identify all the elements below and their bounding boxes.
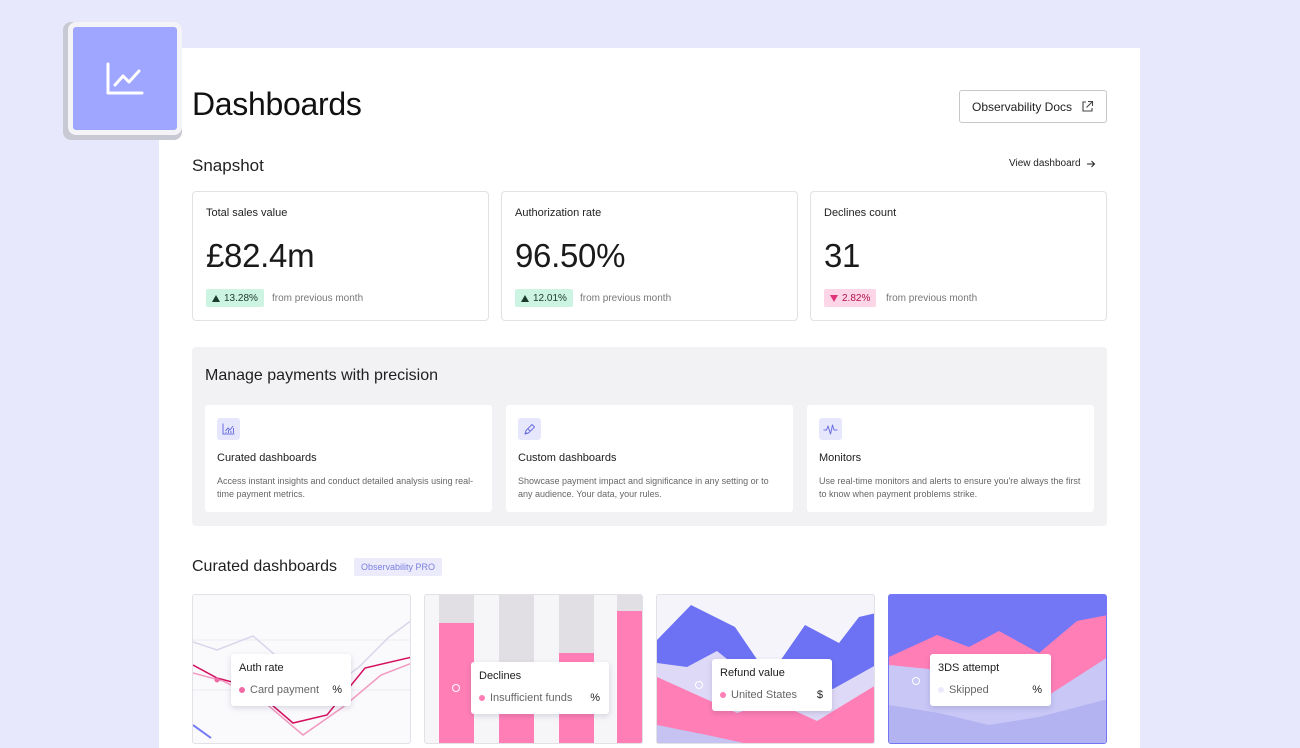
delta-badge: 12.01%	[515, 289, 573, 307]
tile-refund-value[interactable]: Refund value United States $	[656, 594, 875, 744]
feature-card-monitors[interactable]: Monitors Use real-time monitors and aler…	[807, 405, 1094, 512]
tooltip-series: United States	[720, 689, 797, 701]
delta-value: 13.28%	[224, 292, 258, 304]
series-dot	[938, 687, 944, 693]
tooltip-series: Insufficient funds	[479, 692, 572, 704]
tooltip: Auth rate Card payment %	[231, 654, 351, 706]
tile-declines[interactable]: Declines Insufficient funds %	[424, 594, 643, 744]
view-dashboard-label: View dashboard	[1009, 158, 1081, 169]
stat-label: Authorization rate	[515, 207, 602, 219]
pro-badge: Observability PRO	[354, 558, 443, 576]
tooltip-unit: %	[332, 684, 342, 696]
stat-sub: from previous month	[580, 293, 672, 304]
feature-desc: Access instant insights and conduct deta…	[217, 476, 474, 499]
curated-title: Curated dashboards	[192, 558, 337, 575]
feature-card-curated[interactable]: Curated dashboards Access instant insigh…	[205, 405, 492, 512]
tooltip-series-label: Skipped	[949, 684, 989, 696]
app-logo	[63, 22, 182, 140]
triangle-up-icon	[212, 294, 220, 302]
line-chart-icon	[106, 62, 144, 94]
stat-label: Declines count	[824, 207, 897, 219]
stat-value: 96.50%	[515, 237, 626, 274]
series-dot	[720, 692, 726, 698]
tile-3ds-attempt[interactable]: 3DS attempt Skipped %	[888, 594, 1107, 744]
tooltip-series-label: Insufficient funds	[490, 692, 573, 704]
tooltip-series: Card payment	[239, 684, 319, 696]
tooltip: Declines Insufficient funds %	[471, 662, 609, 714]
tooltip-series-label: United States	[731, 689, 798, 701]
tile-auth-rate[interactable]: Auth rate Card payment %	[192, 594, 411, 744]
data-point-marker	[695, 681, 703, 689]
series-dot	[479, 695, 485, 701]
stat-card-total-sales[interactable]: Total sales value £82.4m 13.28% from pre…	[192, 191, 489, 321]
tooltip-series-label: Card payment	[250, 684, 320, 696]
docs-button-label: Observability Docs	[971, 99, 1073, 114]
chart-icon	[217, 418, 240, 440]
delta-badge: 2.82%	[824, 289, 877, 307]
tooltip-unit: %	[1032, 684, 1042, 696]
feature-card-custom[interactable]: Custom dashboards Showcase payment impac…	[506, 405, 793, 512]
pen-icon	[518, 418, 541, 440]
tooltip-unit: %	[590, 692, 600, 704]
tooltip: Refund value United States $	[712, 659, 832, 711]
observability-docs-button[interactable]: Observability Docs	[959, 90, 1107, 123]
pulse-icon	[819, 418, 842, 440]
stat-card-declines-count[interactable]: Declines count 31 2.82% from previous mo…	[810, 191, 1107, 321]
page-title: Dashboards	[192, 86, 362, 122]
stat-value: £82.4m	[206, 237, 315, 274]
snapshot-title: Snapshot	[192, 156, 264, 175]
view-dashboard-link[interactable]: View dashboard	[1009, 158, 1096, 169]
triangle-down-icon	[830, 294, 838, 302]
feature-title: Curated dashboards	[217, 452, 317, 464]
series-dot	[239, 687, 245, 693]
delta-badge: 13.28%	[206, 289, 264, 307]
tooltip-unit: $	[816, 689, 823, 701]
stat-label: Total sales value	[206, 207, 288, 219]
stat-value: 31	[824, 237, 861, 274]
tooltip-title: 3DS attempt	[938, 662, 1000, 674]
data-point-marker	[452, 684, 460, 692]
tooltip-title: Auth rate	[239, 662, 284, 674]
arrow-right-icon	[1086, 160, 1095, 167]
tooltip-series: Skipped	[938, 684, 989, 696]
stat-sub: from previous month	[886, 293, 978, 304]
delta-value: 12.01%	[533, 292, 567, 304]
delta-value: 2.82%	[842, 292, 871, 304]
data-point-marker	[912, 677, 920, 685]
feature-title: Monitors	[819, 452, 862, 464]
triangle-up-icon	[521, 294, 529, 302]
features-title: Manage payments with precision	[205, 367, 439, 384]
stat-card-auth-rate[interactable]: Authorization rate 96.50% 12.01% from pr…	[501, 191, 798, 321]
external-link-icon	[1082, 100, 1094, 112]
tooltip: 3DS attempt Skipped %	[930, 654, 1051, 706]
tooltip-title: Declines	[479, 670, 522, 682]
feature-title: Custom dashboards	[518, 452, 617, 464]
stat-sub: from previous month	[272, 293, 364, 304]
tooltip-title: Refund value	[720, 667, 785, 679]
feature-desc: Use real-time monitors and alerts to ens…	[819, 476, 1081, 499]
feature-desc: Showcase payment impact and significance…	[518, 476, 769, 499]
